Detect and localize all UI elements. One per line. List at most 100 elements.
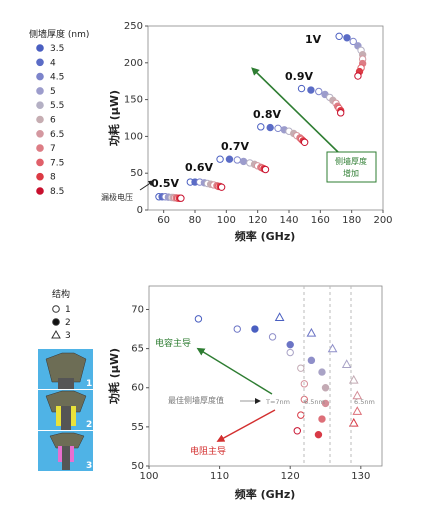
top-chart: 60 80 100 120 140 160 180 200 0 50 100 150 200 250 频率… [101,21,393,243]
top-ticks: 60 80 100 120 140 160 180 200 0 50 100 150 200 250 [124,21,393,226]
thickness-increase-label-line1: 侧墙厚度 [335,156,367,166]
top-x-axis-title: 频率 (GHz) [235,229,296,243]
bottom-y-axis-title: 功耗 (μW) [107,348,121,404]
bottom-plot-frame [148,285,383,467]
top-legend-label-5: 5 [50,87,56,97]
bottom-x-tick-label: 130 [351,471,370,482]
resistance-arrow [216,409,276,442]
top-legend-marker-8 [36,172,44,181]
t-label-1: T=7nm [265,398,290,406]
structure-3-fin-right [70,446,74,462]
top-point-0.7V-t5 [239,157,248,166]
bottom-point-structure-3 [352,390,363,400]
top-x-tick-label: 120 [248,215,267,226]
top-legend: 侧墙厚度 (nm) 3.5 4 4.5 5 5.5 6 6.5 7 7.5 8 8.5 [29,28,89,197]
top-legend-marker-7 [36,144,44,152]
bottom-point-structure-1 [194,315,203,323]
structure-3-stem [62,446,70,470]
bottom-point-structure-1 [233,325,241,333]
structure-1-number: 1 [86,379,92,389]
capacitance-arrow [196,347,273,395]
top-point-1V-t4.5 [349,37,357,46]
top-x-tick-label: 180 [342,215,361,226]
bottom-point-structure-3 [306,327,317,337]
bottom-legend-items: 1 2 3 [51,305,71,341]
top-legend-marker-4 [36,58,44,67]
bottom-point-structure-3 [348,374,359,384]
top-y-tick-label: 250 [124,21,143,32]
top-legend-marker-5.5 [36,101,44,109]
top-legend-marker-8.5 [36,187,44,195]
structure-3-number: 3 [86,461,92,471]
top-point-0.9V-t8.5 [337,109,345,117]
structure-2-stem [61,406,71,430]
bottom-legend-label-1: 1 [65,305,71,315]
top-legend-marker-6.5 [36,130,44,138]
top-point-0.8V-t3.5 [257,123,265,131]
bottom-point-structure-2 [318,415,326,423]
top-x-tick-label: 60 [157,215,170,226]
structure-2-fin-left [56,406,61,426]
top-point-0.5V-t8.5 [177,194,185,202]
voltage-label-0.8v: 0.8V [253,108,281,121]
bottom-point-structure-3 [341,359,352,368]
bottom-y-tick-label: 50 [131,461,144,472]
structure-3-gate [49,432,85,449]
bottom-x-tick-label: 100 [139,471,158,482]
top-legend-label-4: 4 [50,58,56,68]
top-legend-label-7.5: 7.5 [50,158,64,168]
top-legend-marker-4.5 [36,72,44,81]
bottom-point-structure-1 [293,427,301,435]
top-legend-items: 3.5 4 4.5 5 5.5 6 6.5 7 7.5 8 8.5 [36,44,64,197]
top-point-1V-t8.5 [354,72,362,80]
structure-3-fin-left [58,446,62,462]
bottom-x-axis-title: 频率 (GHz) [235,487,296,501]
top-y-tick-label: 0 [137,205,143,216]
bottom-y-tick-label: 70 [131,304,144,315]
top-x-tick-label: 100 [217,215,236,226]
top-legend-marker-5 [36,87,44,95]
top-y-axis-title: 功耗 (μW) [107,90,121,146]
bottom-legend-title: 结构 [52,288,70,300]
device-structure-illustration: 1 2 3 [38,349,93,471]
top-point-0.9V-t4.5 [315,87,323,96]
top-point-0.8V-t8.5 [300,138,309,146]
voltage-label-0.9v: 0.9V [285,70,313,83]
bottom-point-structure-3 [274,312,285,322]
top-point-0.9V-t3.5 [297,84,306,93]
bottom-point-structure-2 [321,384,330,392]
thickness-increase-arrow [251,67,339,153]
top-point-0.8V-t4 [266,123,274,132]
t-label-2: 6.5nm [304,398,325,406]
bottom-point-structure-3 [352,406,363,415]
bottom-y-tick-label: 65 [131,344,144,355]
top-legend-title: 侧墙厚度 (nm) [29,28,89,40]
bottom-legend-marker-1 [52,305,60,313]
top-x-tick-label: 160 [311,215,330,226]
top-x-tick-label: 80 [189,215,202,226]
bottom-point-structure-1 [286,348,294,357]
top-plot-frame [147,25,384,211]
top-point-0.8V-t4.5 [274,124,282,133]
bottom-y-tick-label: 55 [131,422,144,433]
top-y-tick-label: 100 [124,131,143,142]
top-legend-label-8.5: 8.5 [50,187,64,197]
bottom-legend-label-2: 2 [65,318,71,328]
top-y-tick-label: 200 [124,58,143,69]
top-legend-label-4.5: 4.5 [50,73,64,83]
structure-2-fin-right [71,406,76,426]
voltage-label-1v: 1V [305,33,322,46]
bottom-point-structure-1 [268,333,277,341]
t-label-3: 6.5nm [354,398,375,406]
bottom-points [194,312,363,439]
bottom-legend-marker-3 [51,329,61,339]
bottom-legend-label-3: 3 [65,331,71,341]
bottom-x-tick-label: 110 [210,471,229,482]
structure-1-stem [58,378,74,389]
structure-2-number: 2 [86,420,92,430]
bottom-legend-marker-2 [52,318,60,326]
voltage-label-0.7v: 0.7V [221,140,249,153]
bottom-point-structure-2 [321,399,330,408]
top-point-0.7V-t4.5 [233,156,242,164]
